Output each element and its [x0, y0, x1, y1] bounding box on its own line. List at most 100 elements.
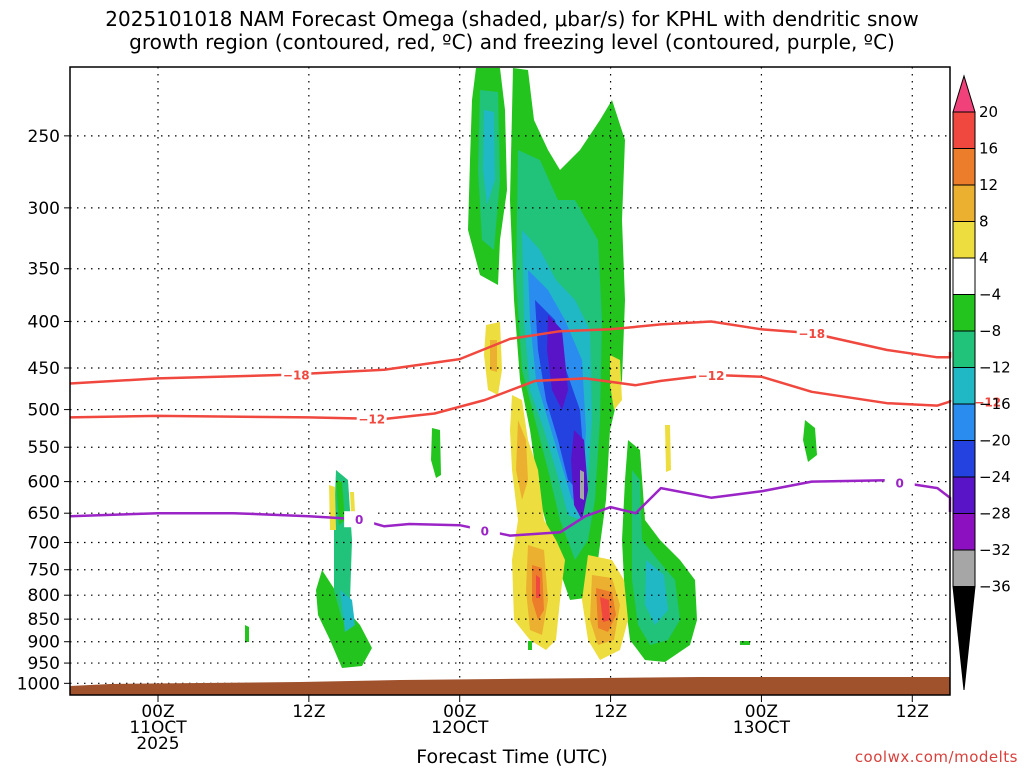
colorbar-label: 12 — [979, 176, 998, 194]
omega-region — [547, 315, 568, 410]
omega-region — [431, 428, 441, 478]
omega-region — [528, 641, 532, 650]
omega-region — [632, 470, 680, 645]
contour-label-bg — [344, 511, 375, 528]
x-tick-label: 2025 — [136, 734, 179, 754]
omega-region — [245, 625, 249, 642]
colorbar-swatch — [952, 367, 976, 405]
x-tick-label: 00Z — [745, 702, 778, 722]
contour-label: −12 — [358, 413, 385, 427]
y-tick-label: 750 — [28, 561, 60, 581]
x-tick-label: 00Z — [141, 702, 174, 722]
y-tick-label: 300 — [28, 199, 60, 219]
contour-label: −18 — [798, 327, 825, 341]
colorbar-swatch — [952, 148, 976, 186]
y-axis: 250 300 350 400 450 500 550 600 650 700 750 800 850 9… — [17, 127, 70, 694]
plot-area — [70, 67, 950, 695]
omega-region — [600, 597, 610, 622]
y-tick-label: 800 — [28, 586, 60, 606]
contour-label-bg — [281, 366, 312, 383]
omega-region — [490, 340, 497, 372]
colorbar-label: 20 — [979, 103, 998, 121]
y-tick-label: 400 — [28, 312, 60, 332]
contour-label: 0 — [481, 524, 489, 538]
x-tick-label: 12Z — [292, 702, 325, 722]
source-credit: coolwx.com/modelts — [854, 748, 1018, 766]
chart-title-line1: 2025101018 NAM Forecast Omega (shaded, μ… — [105, 7, 919, 31]
colorbar-swatch — [952, 330, 976, 368]
plot-frame — [69, 66, 951, 696]
x-tick-label: 12OCT — [431, 718, 489, 738]
x-tick-label: 12Z — [594, 702, 627, 722]
colorbar-swatch — [952, 111, 976, 149]
colorbar-swatch — [952, 184, 976, 222]
x-axis-title: Forecast Time (UTC) — [416, 746, 608, 768]
y-tick-label: 650 — [28, 504, 60, 524]
y-tick-label: 1000 — [17, 674, 60, 694]
y-tick-label: 450 — [28, 359, 60, 379]
colorbar-swatch — [952, 549, 976, 587]
omega-region — [580, 470, 584, 500]
y-tick-label: 550 — [28, 438, 60, 458]
omega-region — [329, 485, 336, 530]
omega-region — [740, 641, 750, 645]
chart-title-line2: growth region (contoured, red, ºC) and f… — [129, 30, 895, 54]
contour-labels: −18 −18 −12 −12 −12 0 0 0 — [281, 325, 1003, 539]
contour-label-bg — [696, 366, 727, 383]
y-tick-label: 500 — [28, 401, 60, 421]
colorbar-label: −24 — [979, 468, 1011, 486]
contour-label-bg — [796, 325, 827, 342]
colorbar-bottom-arrow — [952, 586, 976, 691]
contour-label: −12 — [974, 396, 1001, 410]
y-tick-label: 850 — [28, 610, 60, 630]
x-tick-label: 00Z — [443, 702, 476, 722]
contour-line — [69, 479, 952, 537]
colorbar-swatch — [952, 257, 976, 295]
colorbar-label: −4 — [979, 286, 1001, 304]
contour-label-bg — [884, 474, 915, 491]
colorbar-swatch — [952, 513, 976, 551]
colorbar-swatch — [952, 440, 976, 478]
omega-region — [350, 492, 355, 512]
contour-line — [69, 320, 952, 385]
colorbar-label: −16 — [979, 395, 1011, 413]
omega-region — [536, 575, 540, 598]
colorbar-swatch — [952, 403, 976, 441]
y-tick-label: 700 — [28, 533, 60, 553]
y-tick-label: 250 — [28, 127, 60, 147]
omega-region — [516, 420, 528, 500]
colorbar-swatch — [952, 221, 976, 259]
omega-region — [665, 425, 671, 472]
omega-region — [340, 590, 355, 632]
colorbar-label: −8 — [979, 322, 1001, 340]
omega-region — [336, 480, 345, 525]
colorbar-label: 16 — [979, 140, 998, 158]
y-tick-label: 950 — [28, 654, 60, 674]
x-tick-label: 11OCT — [129, 718, 187, 738]
chart-title: 2025101018 NAM Forecast Omega (shaded, μ… — [0, 8, 1024, 54]
colorbar-label: −12 — [979, 359, 1011, 377]
omega-region — [645, 560, 668, 625]
contour-label: 0 — [355, 513, 363, 527]
contour-label: −18 — [283, 368, 310, 382]
ground-terrain — [70, 677, 950, 695]
y-tick-label: 350 — [28, 260, 60, 280]
omega-region — [483, 110, 495, 205]
colorbar-label: −20 — [979, 432, 1011, 450]
colorbar-swatch — [952, 294, 976, 332]
colorbar-label: −36 — [979, 578, 1011, 596]
colorbar-swatch — [952, 476, 976, 514]
colorbar-label: −28 — [979, 505, 1011, 523]
contour-label-bg — [972, 393, 1003, 410]
colorbar-label: 8 — [979, 213, 989, 231]
x-tick-label: 12Z — [896, 702, 929, 722]
colorbar-top-arrow — [952, 74, 976, 113]
y-tick-label: 600 — [28, 473, 60, 493]
y-tick-label: 900 — [28, 633, 60, 653]
x-tick-label: 13OCT — [733, 718, 791, 738]
contour-label-bg — [356, 410, 387, 427]
colorbar-label: 4 — [979, 249, 989, 267]
contour-label: −12 — [698, 369, 725, 383]
